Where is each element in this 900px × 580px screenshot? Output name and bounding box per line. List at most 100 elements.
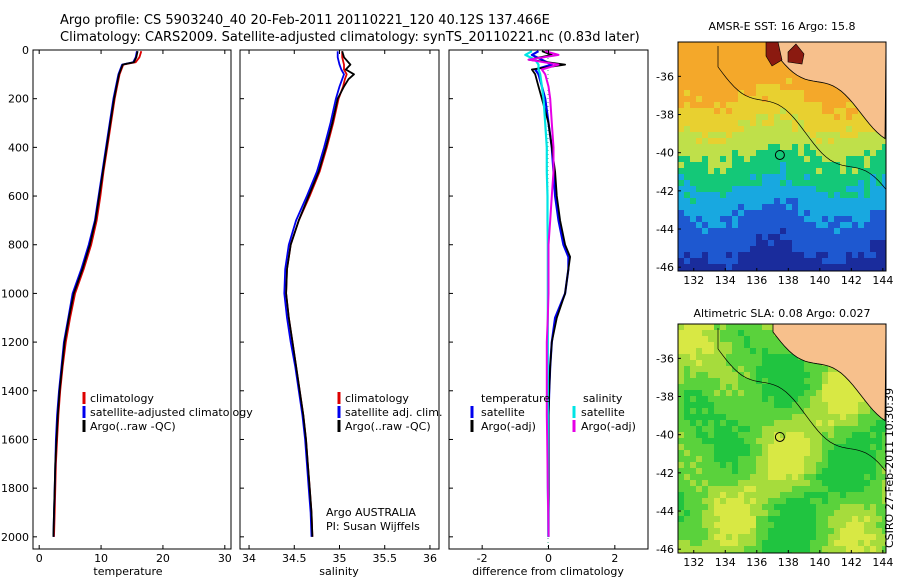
map-cell	[714, 216, 721, 223]
map-cell	[762, 54, 769, 61]
map-cell	[774, 498, 781, 505]
map-cell	[774, 480, 781, 487]
map-cell	[870, 222, 877, 229]
map-cell	[678, 258, 685, 265]
map-cell	[840, 504, 847, 511]
x-tick-label: 142	[841, 274, 862, 287]
map-cell	[684, 402, 691, 409]
map-cell	[810, 120, 817, 127]
map-cell	[864, 222, 871, 229]
map-cell	[852, 534, 859, 541]
map-cell	[786, 180, 793, 187]
map-cell	[822, 174, 829, 181]
map-cell	[696, 462, 703, 469]
map-cell	[798, 462, 805, 469]
map-cell	[702, 378, 709, 385]
map-cell	[690, 540, 697, 547]
map-cell	[804, 486, 811, 493]
map-cell	[846, 396, 853, 403]
map-cell	[690, 60, 697, 67]
map-cell	[774, 456, 781, 463]
map-cell	[684, 462, 691, 469]
map-cell	[822, 144, 829, 151]
map-cell	[876, 132, 883, 139]
map-cell	[804, 426, 811, 433]
map-cell	[846, 510, 853, 517]
map-cell	[738, 210, 745, 217]
map-cell	[726, 228, 733, 235]
map-cell	[732, 402, 739, 409]
map-cell	[732, 216, 739, 223]
map-cell	[714, 396, 721, 403]
map-cell	[762, 534, 769, 541]
map-cell	[726, 264, 733, 271]
map-cell	[696, 414, 703, 421]
map-cell	[864, 156, 871, 163]
map-cell	[774, 180, 781, 187]
map-cell	[678, 168, 685, 175]
map-cell	[780, 72, 787, 79]
map-cell	[792, 378, 799, 385]
map-cell	[690, 246, 697, 253]
map-cell	[726, 222, 733, 229]
map-cell	[738, 330, 745, 337]
map-cell	[816, 234, 823, 241]
map-cell	[840, 384, 847, 391]
map-cell	[744, 66, 751, 73]
map-cell	[870, 150, 877, 157]
map-cell	[858, 396, 865, 403]
map-cell	[696, 528, 703, 535]
map-cell	[864, 444, 871, 451]
map-cell	[756, 510, 763, 517]
map-cell	[852, 432, 859, 439]
map-cell	[696, 468, 703, 475]
map-cell	[858, 432, 865, 439]
map-cell	[750, 330, 757, 337]
map-cell	[858, 264, 865, 271]
map-cell	[768, 408, 775, 415]
map-cell	[756, 258, 763, 265]
map-cell	[738, 396, 745, 403]
map-cell	[834, 204, 841, 211]
map-cell	[744, 324, 751, 331]
map-cell	[738, 480, 745, 487]
map-cell	[690, 420, 697, 427]
map-cell	[738, 420, 745, 427]
map-cell	[678, 342, 685, 349]
map-cell	[714, 192, 721, 199]
map-cell	[780, 528, 787, 535]
map-cell	[708, 60, 715, 67]
map-cell	[738, 144, 745, 151]
legend-label-satellite: satellite adj. clim.	[345, 406, 442, 419]
map-cell	[858, 498, 865, 505]
map-cell	[822, 528, 829, 535]
map-cell	[696, 246, 703, 253]
map-cell	[756, 138, 763, 145]
map-cell	[780, 510, 787, 517]
map-cell	[720, 438, 727, 445]
map-cell	[780, 372, 787, 379]
map-cell	[750, 144, 757, 151]
map-cell	[846, 426, 853, 433]
map-cell	[702, 462, 709, 469]
map-cell	[714, 90, 721, 97]
map-cell	[702, 456, 709, 463]
map-cell	[786, 534, 793, 541]
map-cell	[708, 516, 715, 523]
map-cell	[678, 174, 685, 181]
map-cell	[834, 210, 841, 217]
map-cell	[744, 336, 751, 343]
map-cell	[774, 168, 781, 175]
map-cell	[756, 42, 763, 49]
map-cell	[720, 246, 727, 253]
map-cell	[696, 96, 703, 103]
map-cell	[774, 384, 781, 391]
map-cell	[720, 510, 727, 517]
map-cell	[684, 78, 691, 85]
map-cell	[696, 348, 703, 355]
map-cell	[798, 102, 805, 109]
map-cell	[822, 366, 829, 373]
map-cell	[690, 348, 697, 355]
map-cell	[714, 150, 721, 157]
map-cell	[708, 204, 715, 211]
